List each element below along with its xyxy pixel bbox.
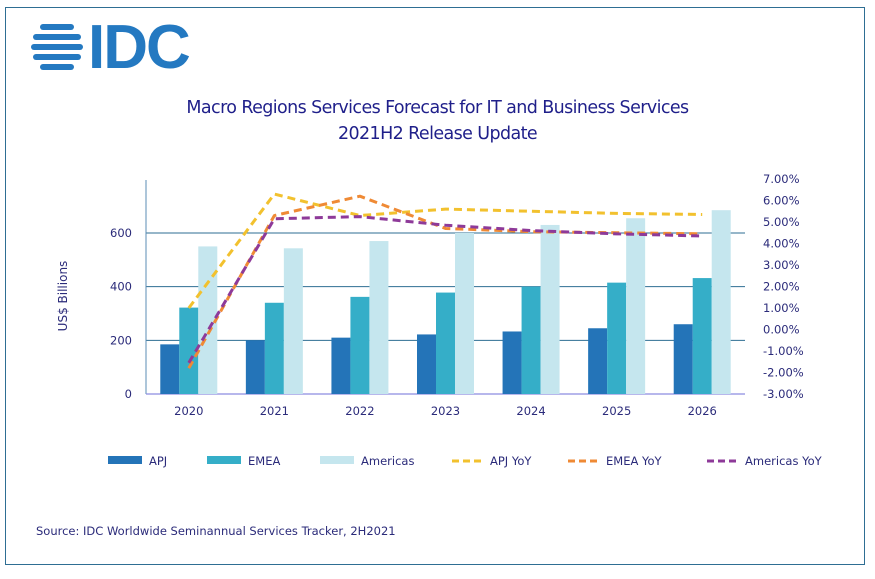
bar-apj: [502, 331, 522, 394]
chart-frame: [5, 7, 865, 565]
bar-emea: [350, 296, 370, 394]
bar-americas: [626, 218, 646, 394]
y-axis-label: US$ Billions: [56, 261, 70, 332]
x-tick-label: 2024: [516, 404, 545, 418]
bar-apj: [588, 328, 608, 394]
legend-swatch-apj: [108, 456, 142, 464]
idc-globe-icon: [31, 24, 83, 70]
bar-emea: [692, 278, 712, 394]
y2-tick-label: 3.00%: [763, 258, 800, 272]
y2-tick-label: -2.00%: [763, 366, 804, 380]
legend-label-americas: Americas: [361, 454, 414, 468]
legend-label-emea: EMEA: [248, 454, 280, 468]
y-tick-label: 0: [125, 387, 132, 401]
bar-emea: [436, 292, 455, 394]
chart-subtitle: 2021H2 Release Update: [337, 124, 538, 144]
line-americas-yoy: [187, 215, 703, 364]
bar-apj: [417, 334, 436, 394]
bar-americas: [369, 241, 389, 394]
bar-americas: [540, 224, 560, 394]
legend-swatch-americas: [320, 456, 354, 464]
y2-tick-label: 0.00%: [763, 323, 800, 337]
chart-title: Macro Regions Services Forecast for IT a…: [186, 98, 689, 118]
x-tick-label: 2025: [602, 404, 631, 418]
legend-label-apj-yoy: APJ YoY: [490, 454, 532, 468]
lines: [187, 192, 703, 369]
bar-emea: [179, 307, 199, 394]
y2-tick-label: -1.00%: [763, 344, 804, 358]
legend-label-emea-yoy: EMEA YoY: [606, 454, 663, 468]
y2-tick-label: 6.00%: [763, 194, 800, 208]
y-tick-label: 600: [110, 226, 132, 240]
bar-americas: [455, 233, 474, 394]
y2-tick-label: -3.00%: [763, 387, 804, 401]
legend: APJ EMEA Americas APJ YoY EMEA YoY Americas Y…: [108, 454, 823, 468]
legend-label-apj: APJ: [149, 454, 167, 468]
x-tick-label: 2020: [174, 404, 203, 418]
legend-swatch-emea: [207, 456, 241, 464]
bar-apj: [160, 344, 180, 394]
bar-apj: [245, 340, 265, 394]
bar-americas: [198, 246, 218, 394]
bar-apj: [331, 337, 351, 394]
y2-tick-label: 2.00%: [763, 280, 800, 294]
bar-emea: [607, 282, 627, 394]
bar-emea: [521, 286, 541, 394]
y-tick-label: 200: [110, 333, 132, 347]
idc-logo: IDC: [30, 13, 191, 82]
bar-emea: [264, 302, 284, 394]
tick-labels: 0 200 400 600 -3.00% -2.00% -1.00% 0.00% 1.00% 2.…: [110, 172, 804, 418]
y2-tick-label: 5.00%: [763, 215, 800, 229]
x-tick-label: 2026: [688, 404, 717, 418]
bars: [160, 210, 731, 394]
bar-apj: [673, 324, 693, 394]
x-tick-label: 2022: [345, 404, 374, 418]
x-tick-label: 2021: [260, 404, 289, 418]
y2-tick-label: 7.00%: [763, 172, 800, 186]
x-tick-label: 2023: [431, 404, 460, 418]
logo-text: IDC: [88, 13, 191, 82]
bar-americas: [283, 248, 303, 394]
y2-tick-label: 1.00%: [763, 301, 800, 315]
line-apj-yoy: [187, 192, 703, 309]
source-note: Source: IDC Worldwide Seminannual Servic…: [36, 524, 396, 538]
bar-americas: [711, 210, 731, 394]
y2-tick-label: 4.00%: [763, 237, 800, 251]
y-tick-label: 400: [110, 280, 132, 294]
legend-label-americas-yoy: Americas YoY: [745, 454, 823, 468]
